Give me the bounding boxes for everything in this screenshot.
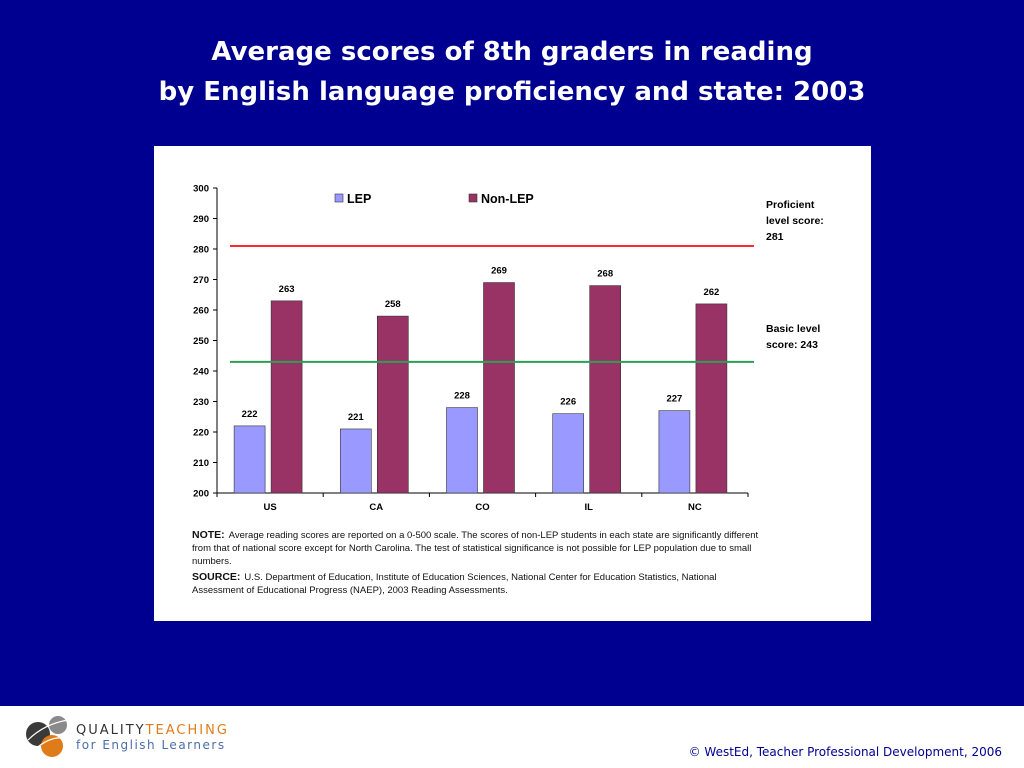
y-tick-label: 220 [193, 428, 209, 439]
note-label: NOTE: [192, 529, 225, 541]
bar-non-lep-nc [695, 303, 728, 494]
bar-non-lep-us [270, 300, 303, 494]
data-label: 268 [597, 269, 613, 280]
reference-line-label: 281 [766, 231, 784, 243]
title-line-1: Average scores of 8th graders in reading [211, 37, 813, 67]
data-label: 227 [666, 394, 682, 405]
legend-label: LEP [347, 192, 371, 206]
chart-panel: 200 210 220 230 240 250 260 270 280 290 300 US 222 26… [154, 146, 871, 621]
logo-wordmark: QUALITYTEACHING [76, 723, 229, 738]
y-tick-label: 210 [193, 458, 209, 469]
bar-lep-nc [658, 410, 691, 494]
x-tick-label: NC [688, 502, 702, 513]
logo-tagline: for English Learners [76, 738, 226, 752]
logo-mark [26, 716, 69, 757]
data-label: 228 [454, 391, 470, 402]
y-tick-label: 230 [193, 397, 209, 408]
title-line-2: by English language proficiency and stat… [158, 77, 866, 107]
bar-non-lep-co [483, 282, 515, 494]
x-tick-label: CO [475, 502, 489, 513]
data-label: 222 [242, 409, 258, 420]
source-text: U.S. Department of Education, Institute … [192, 572, 717, 596]
bar-chart: 200 210 220 230 240 250 260 270 280 290 300 US 222 26… [193, 184, 824, 514]
y-tick-label: 250 [193, 336, 209, 347]
slide-title: Average scores of 8th graders in reading… [0, 32, 1024, 112]
data-label: 269 [491, 266, 507, 277]
note-text: Average reading scores are reported on a… [192, 530, 759, 567]
x-tick-label: CA [369, 502, 383, 513]
logo-word-teaching: TEACHING [145, 723, 229, 738]
reference-line-label: Basic level [766, 323, 820, 335]
bar-non-lep-il [589, 285, 622, 494]
y-tick-label: 240 [193, 367, 209, 378]
copyright-text: © WestEd, Teacher Professional Developme… [688, 745, 1002, 759]
y-tick-label: 270 [193, 275, 209, 286]
x-tick-label: US [263, 502, 276, 513]
note-block: NOTE: Average reading scores are reported… [192, 529, 767, 568]
bar-lep-ca [340, 428, 372, 494]
reference-line-label: score: 243 [766, 339, 818, 351]
y-tick-label: 260 [193, 306, 209, 317]
y-tick-label: 300 [193, 184, 209, 195]
data-label: 262 [703, 287, 719, 298]
source-block: SOURCE: U.S. Department of Education, Ins… [192, 571, 767, 597]
bar-lep-il [552, 413, 585, 494]
bar-non-lep-ca [377, 315, 409, 494]
x-tick-label: IL [584, 502, 593, 513]
source-label: SOURCE: [192, 571, 241, 583]
legend-swatch [334, 193, 344, 203]
legend-label: Non-LEP [481, 192, 534, 206]
reference-line-label: level score: [766, 215, 824, 227]
data-label: 221 [348, 412, 365, 423]
reference-line-label: Proficient [766, 199, 815, 211]
data-label: 226 [560, 397, 576, 408]
y-tick-label: 280 [193, 245, 209, 256]
bar-lep-co [446, 407, 478, 494]
logo-word-quality: QUALITY [76, 723, 146, 738]
data-label: 258 [385, 299, 401, 310]
legend-swatch [468, 193, 478, 203]
y-tick-label: 290 [193, 214, 209, 225]
data-label: 263 [279, 284, 295, 295]
bar-lep-us [233, 425, 266, 494]
y-tick-label: 200 [193, 489, 209, 500]
